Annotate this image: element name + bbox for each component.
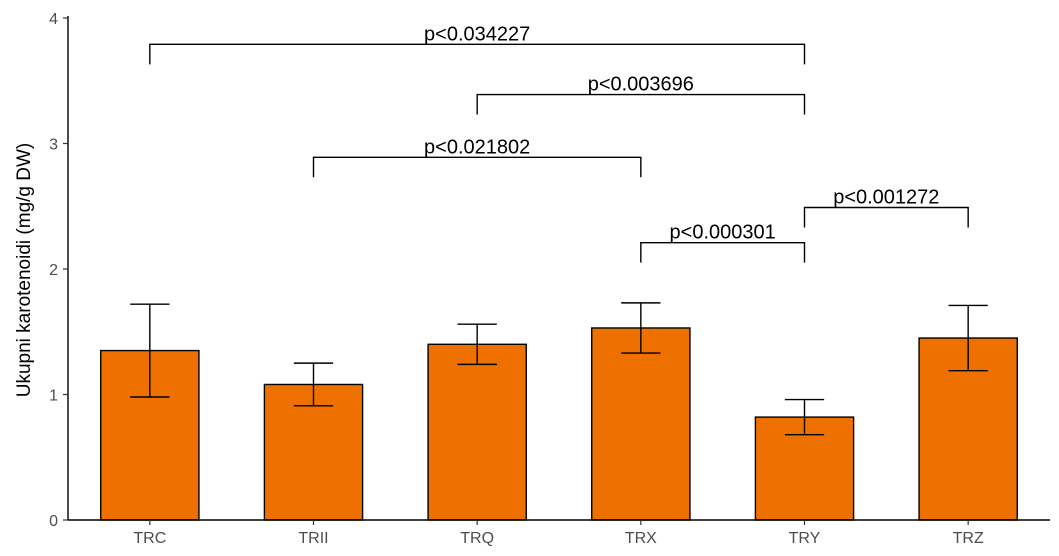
bracket-line xyxy=(640,241,806,263)
y-axis-label: Ukupni karotenoidi (mg/g DW) xyxy=(14,143,35,397)
error-bar-trii xyxy=(293,362,334,407)
error-bar-trx xyxy=(621,302,661,354)
p-value-label: p<0.021802 xyxy=(424,136,530,158)
bar-trii xyxy=(263,383,364,521)
error-bar-try xyxy=(784,398,825,436)
bar-trq xyxy=(427,343,527,521)
p-value-label: p<0.034227 xyxy=(424,23,530,45)
x-tick-label: TRY xyxy=(789,530,821,547)
significance-bracket: p<0.034227 xyxy=(149,23,806,65)
error-bar-trc xyxy=(130,303,170,398)
x-tick-label: TRQ xyxy=(460,530,494,547)
p-value-label: p<0.000301 xyxy=(670,222,776,244)
error-bar-trz xyxy=(948,304,988,372)
x-tick-label: TRC xyxy=(133,530,166,547)
error-bar-trq xyxy=(457,323,497,366)
bracket-line xyxy=(476,93,806,115)
x-tick-label: TRZ xyxy=(953,530,984,547)
y-tick-label: 3 xyxy=(49,137,58,154)
significance-bracket: p<0.001272 xyxy=(803,187,969,228)
significance-bracket: p<0.003696 xyxy=(476,74,806,115)
x-tick-label: TRX xyxy=(625,530,657,547)
p-value-label: p<0.001272 xyxy=(833,187,939,209)
bracket-line xyxy=(803,206,969,228)
significance-bracket: p<0.000301 xyxy=(640,222,806,263)
x-tick-label: TRII xyxy=(298,530,328,547)
bracket-line xyxy=(312,156,642,178)
p-value-label: p<0.003696 xyxy=(588,74,694,96)
bar-trx xyxy=(591,327,691,521)
y-tick-label: 1 xyxy=(49,388,58,405)
y-tick-label: 4 xyxy=(49,11,58,28)
y-tick-label: 0 xyxy=(49,513,58,530)
y-tick-label: 2 xyxy=(49,262,58,279)
bracket-line xyxy=(149,43,806,65)
significance-bracket: p<0.021802 xyxy=(312,136,642,178)
